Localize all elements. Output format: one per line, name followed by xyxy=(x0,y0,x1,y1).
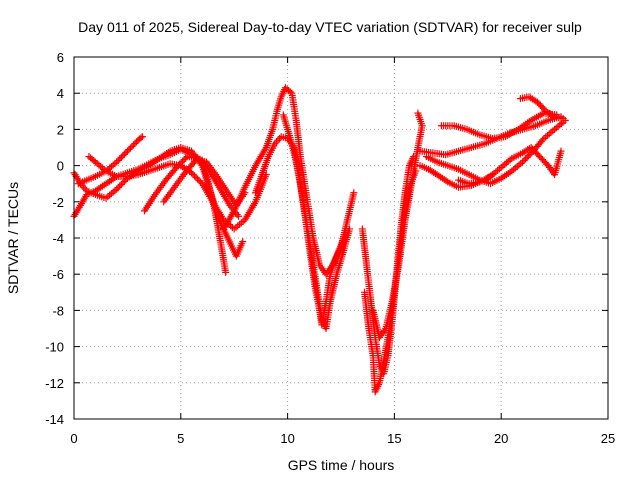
data-point xyxy=(120,177,128,185)
data-point xyxy=(522,155,530,163)
data-point xyxy=(116,182,124,190)
data-point xyxy=(119,152,127,160)
data-point xyxy=(190,158,198,166)
y-tick-label: -4 xyxy=(52,231,64,246)
data-point xyxy=(138,133,146,141)
x-tick-label: 0 xyxy=(70,431,77,446)
x-tick-label: 15 xyxy=(387,431,401,446)
data-point xyxy=(128,142,136,150)
data-point xyxy=(180,156,188,164)
data-point xyxy=(519,158,527,166)
y-tick-label: -10 xyxy=(45,340,64,355)
x-tick-label: 20 xyxy=(494,431,508,446)
data-point xyxy=(177,159,185,167)
data-point xyxy=(182,154,190,162)
axis-ticks: 0 5 10 15 20 25 -14 -12 -10 -8 -6 -4 -2 0 2 4 6 xyxy=(45,50,615,446)
y-axis-label: SDTVAR / TECUs xyxy=(5,182,21,294)
data-point xyxy=(120,150,128,158)
data-point xyxy=(113,185,121,193)
data-series xyxy=(74,133,146,188)
plot-area xyxy=(70,84,569,396)
data-point xyxy=(557,147,565,155)
data-point xyxy=(222,268,230,276)
data-point xyxy=(130,141,138,149)
x-axis-label: GPS time / hours xyxy=(288,457,395,473)
data-point xyxy=(526,150,534,158)
data-point xyxy=(523,153,531,161)
data-point xyxy=(239,238,247,246)
data-point xyxy=(174,162,182,170)
data-point xyxy=(192,173,200,181)
x-tick-label: 25 xyxy=(601,431,615,446)
data-point xyxy=(350,189,358,197)
data-point xyxy=(131,139,139,147)
data-point xyxy=(234,212,242,220)
data-point xyxy=(126,144,134,152)
data-series xyxy=(369,109,426,342)
data-point xyxy=(520,156,528,164)
plot-frame xyxy=(73,56,609,420)
chart-title: Day 011 of 2025, Sidereal Day-to-day VTE… xyxy=(78,19,582,35)
data-point xyxy=(137,134,145,142)
y-tick-label: 0 xyxy=(57,159,64,174)
data-point xyxy=(189,170,197,178)
data-point xyxy=(194,175,202,183)
data-point xyxy=(173,163,181,171)
y-tick-label: -14 xyxy=(45,412,64,427)
y-tick-label: 4 xyxy=(57,86,64,101)
data-series xyxy=(85,153,270,233)
y-tick-label: -12 xyxy=(45,376,64,391)
data-point xyxy=(346,225,354,233)
data-point xyxy=(114,156,122,164)
x-tick-label: 5 xyxy=(177,431,184,446)
data-series xyxy=(416,162,497,191)
data-point xyxy=(276,134,284,142)
data-point xyxy=(176,160,184,168)
data-point xyxy=(487,172,495,180)
data-point xyxy=(125,146,133,154)
data-point xyxy=(179,157,187,165)
data-point xyxy=(549,112,557,120)
data-point xyxy=(113,158,121,166)
data-series xyxy=(279,111,354,332)
y-tick-label: 2 xyxy=(57,122,64,137)
data-point xyxy=(414,109,422,117)
data-point xyxy=(539,136,547,144)
data-point xyxy=(561,116,569,124)
data-point xyxy=(80,183,88,191)
data-point xyxy=(191,172,199,180)
data-series xyxy=(516,93,569,124)
data-point xyxy=(195,177,203,185)
data-point xyxy=(122,149,130,157)
data-point xyxy=(187,169,195,177)
data-point xyxy=(489,171,497,179)
x-tick-label: 10 xyxy=(280,431,294,446)
data-point xyxy=(123,147,131,155)
data-point xyxy=(116,155,124,163)
y-tick-label: -6 xyxy=(52,267,64,282)
y-tick-label: -2 xyxy=(52,195,64,210)
data-point xyxy=(117,153,125,161)
data-point xyxy=(525,152,533,160)
y-tick-label: 6 xyxy=(57,50,64,65)
data-point xyxy=(119,179,127,187)
data-point xyxy=(117,180,125,188)
data-point xyxy=(114,184,122,192)
y-tick-label: -8 xyxy=(52,303,64,318)
data-point xyxy=(286,88,294,96)
